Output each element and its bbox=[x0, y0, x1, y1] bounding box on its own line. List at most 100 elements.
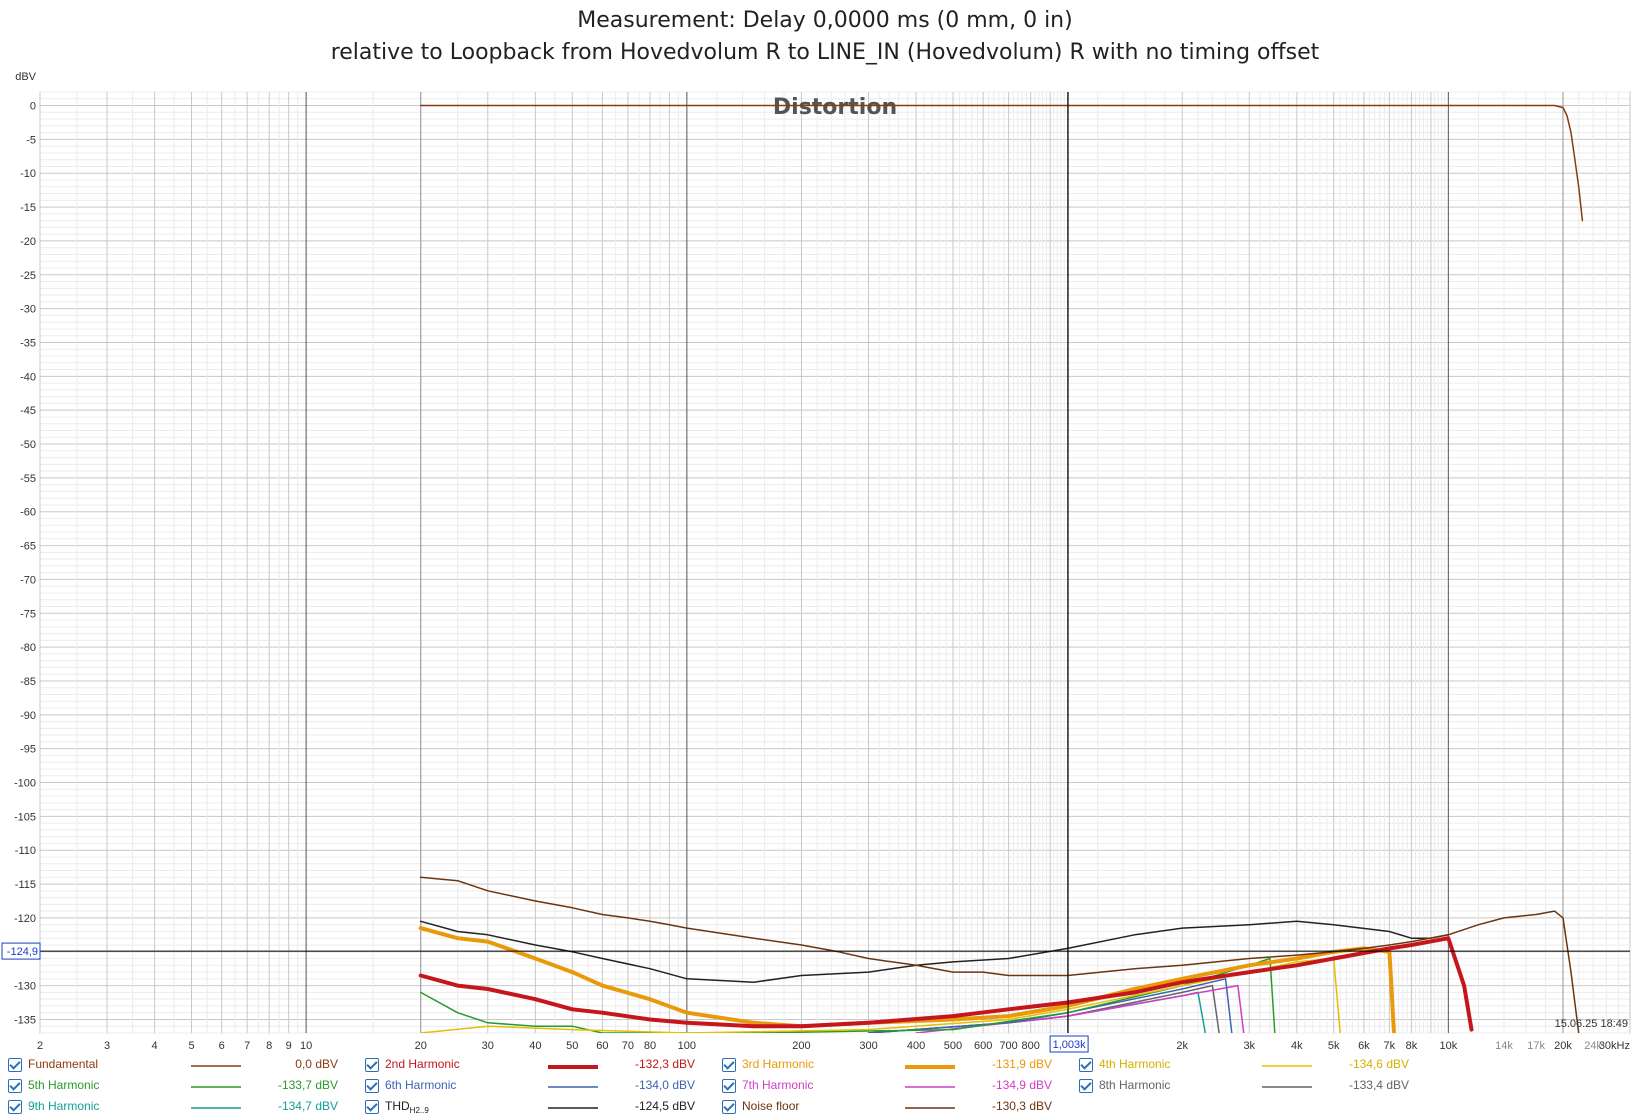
legend-value: -133,4 dBV bbox=[1348, 1078, 1409, 1092]
y-tick-label: -75 bbox=[20, 608, 36, 620]
chart-title-line-1: Measurement: Delay 0,0000 ms (0 mm, 0 in… bbox=[577, 8, 1073, 33]
x-tick-label: 200 bbox=[792, 1040, 810, 1052]
legend-label: 5th Harmonic bbox=[28, 1078, 100, 1092]
y-axis-label: dBV bbox=[15, 71, 36, 83]
vertical-grid bbox=[39, 92, 1631, 1033]
x-axis-ticks: 2 3 4 5 6 7 8 9 10 20 30 40 50 60 70 80 100 200 300 400 500 6… bbox=[37, 1040, 1630, 1052]
x-tick-label: 300 bbox=[859, 1040, 877, 1052]
x-tick-label: 60 bbox=[596, 1040, 608, 1052]
checkbox-icon[interactable] bbox=[8, 1079, 22, 1093]
legend-item-5th-harmonic[interactable]: 5th Harmonic -133,7 dBV bbox=[8, 1076, 348, 1096]
checkbox-icon[interactable] bbox=[722, 1058, 736, 1072]
checkbox-icon[interactable] bbox=[722, 1100, 736, 1114]
checkbox-icon[interactable] bbox=[365, 1079, 379, 1093]
legend-item-3rd-harmonic[interactable]: 3rd Harmonic -131,9 dBV bbox=[722, 1055, 1062, 1075]
checkbox-icon[interactable] bbox=[1079, 1079, 1093, 1093]
y-tick-label: -95 bbox=[20, 744, 36, 756]
legend-label: Fundamental bbox=[28, 1057, 99, 1071]
y-tick-label: -90 bbox=[20, 710, 36, 722]
x-tick-label: 100 bbox=[678, 1040, 696, 1052]
series-line-noise-floor bbox=[419, 876, 1580, 1033]
x-tick-label: 600 bbox=[974, 1040, 992, 1052]
series-line-2nd-harmonic bbox=[418, 936, 1474, 1032]
x-tick-label: 3k bbox=[1243, 1040, 1255, 1052]
x-tick-label: 14k bbox=[1495, 1040, 1513, 1052]
checkbox-icon[interactable] bbox=[8, 1100, 22, 1114]
x-tick-label: 24k bbox=[1584, 1040, 1602, 1052]
legend-line-swatch bbox=[191, 1065, 241, 1067]
x-tick-label: 500 bbox=[944, 1040, 962, 1052]
legend-value: -133,7 dBV bbox=[277, 1078, 338, 1092]
y-tick-label: -20 bbox=[20, 236, 36, 248]
y-tick-label: 0 bbox=[30, 101, 36, 113]
y-tick-label: -110 bbox=[15, 845, 36, 857]
x-tick-label: 8k bbox=[1406, 1040, 1418, 1052]
y-tick-label: -130 bbox=[14, 981, 36, 993]
legend-label: Noise floor bbox=[742, 1099, 800, 1113]
x-tick-label: 2k bbox=[1176, 1040, 1188, 1052]
y-tick-label: -135 bbox=[14, 1014, 36, 1026]
legend-label: 3rd Harmonic bbox=[742, 1057, 815, 1071]
x-tick-label: 10 bbox=[300, 1040, 312, 1052]
legend-label: THDH2..9 bbox=[385, 1099, 429, 1115]
legend-value: -134,7 dBV bbox=[277, 1099, 338, 1113]
checkbox-icon[interactable] bbox=[365, 1058, 379, 1072]
x-tick-label: 5 bbox=[188, 1040, 194, 1052]
legend-label: 8th Harmonic bbox=[1099, 1078, 1171, 1092]
x-tick-label: 30 bbox=[482, 1040, 494, 1052]
y-tick-label: -60 bbox=[20, 507, 36, 519]
horizontal-grid bbox=[40, 91, 1630, 1034]
legend: Fundamental 0,0 dBV 2nd Harmonic -132,3 … bbox=[0, 1055, 1650, 1120]
legend-label-main: THD bbox=[385, 1099, 410, 1113]
y-tick-label: -35 bbox=[20, 337, 36, 349]
x-tick-label: 7 bbox=[244, 1040, 250, 1052]
legend-item-fundamental[interactable]: Fundamental 0,0 dBV bbox=[8, 1055, 348, 1075]
legend-value: -130,3 dBV bbox=[991, 1099, 1052, 1113]
legend-item-7th-harmonic[interactable]: 7th Harmonic -134,9 dBV bbox=[722, 1076, 1062, 1096]
x-tick-label: 10k bbox=[1439, 1040, 1457, 1052]
legend-label-subscript: H2..9 bbox=[409, 1106, 429, 1115]
x-tick-label: 70 bbox=[622, 1040, 634, 1052]
chart-title-line-2: relative to Loopback from Hovedvolum R t… bbox=[330, 40, 1320, 65]
x-tick-label: 50 bbox=[566, 1040, 578, 1052]
legend-item-noise-floor[interactable]: Noise floor -130,3 dBV bbox=[722, 1097, 1062, 1117]
legend-value: -134,9 dBV bbox=[991, 1078, 1052, 1092]
x-tick-label: 3 bbox=[104, 1040, 110, 1052]
y-tick-label: -10 bbox=[20, 168, 36, 180]
distortion-chart[interactable]: 0 -5 -10 -15 -20 -25 -30 -35 -40 -45 -50 -55 -60 -65 -… bbox=[0, 0, 1650, 1055]
y-tick-label: -30 bbox=[20, 304, 36, 316]
x-tick-label: 8 bbox=[266, 1040, 272, 1052]
y-tick-label: -5 bbox=[26, 134, 36, 146]
legend-label: 4th Harmonic bbox=[1099, 1057, 1171, 1071]
x-tick-label: 6k bbox=[1358, 1040, 1370, 1052]
x-tick-label: 20k bbox=[1554, 1040, 1572, 1052]
y-tick-label: -50 bbox=[20, 439, 36, 451]
legend-item-8th-harmonic[interactable]: 8th Harmonic -133,4 dBV bbox=[1079, 1076, 1419, 1096]
y-tick-label: -85 bbox=[20, 676, 36, 688]
timestamp: 15.06.25 18:49 bbox=[1555, 1018, 1628, 1030]
x-tick-label: 6 bbox=[219, 1040, 225, 1052]
y-tick-label: -65 bbox=[20, 541, 36, 553]
x-tick-label: 5k bbox=[1328, 1040, 1340, 1052]
x-tick-label: 40 bbox=[529, 1040, 541, 1052]
checkbox-icon[interactable] bbox=[8, 1058, 22, 1072]
legend-item-9th-harmonic[interactable]: 9th Harmonic -134,7 dBV bbox=[8, 1097, 348, 1117]
checkbox-icon[interactable] bbox=[1079, 1058, 1093, 1072]
legend-line-swatch bbox=[548, 1065, 598, 1069]
legend-value: -124,5 dBV bbox=[634, 1099, 695, 1113]
x-tick-label: 80 bbox=[644, 1040, 656, 1052]
x-tick-label: 17k bbox=[1527, 1040, 1545, 1052]
legend-item-4th-harmonic[interactable]: 4th Harmonic -134,6 dBV bbox=[1079, 1055, 1419, 1075]
checkbox-icon[interactable] bbox=[365, 1100, 379, 1114]
x-tick-label: 7k bbox=[1384, 1040, 1396, 1052]
x-tick-label: 20 bbox=[415, 1040, 427, 1052]
legend-item-6th-harmonic[interactable]: 6th Harmonic -134,0 dBV bbox=[365, 1076, 705, 1096]
legend-value: 0,0 dBV bbox=[295, 1057, 338, 1071]
cursor-y-readout-box bbox=[1, 942, 41, 960]
checkbox-icon[interactable] bbox=[722, 1079, 736, 1093]
plot-area bbox=[39, 91, 1631, 1034]
x-tick-label: 2 bbox=[37, 1040, 43, 1052]
cursor-x-readout: 1,003k bbox=[1053, 1039, 1087, 1051]
legend-item-2nd-harmonic[interactable]: 2nd Harmonic -132,3 dBV bbox=[365, 1055, 705, 1075]
legend-item-thd[interactable]: THDH2..9 -124,5 dBV bbox=[365, 1097, 705, 1117]
